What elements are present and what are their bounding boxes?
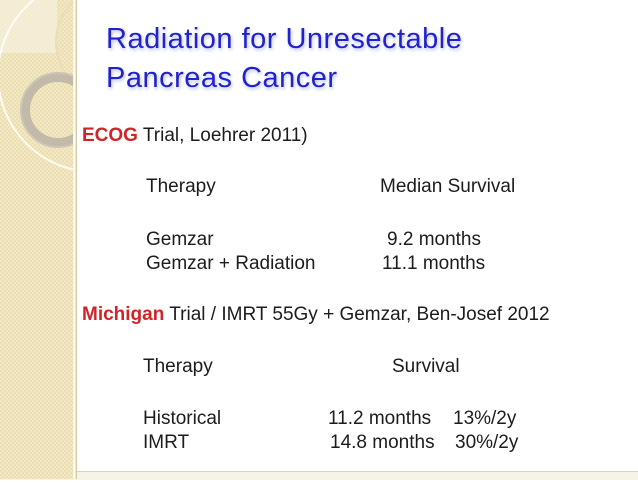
- ecog-heading-emphasis: ECOG: [82, 125, 138, 146]
- slide-title: Radiation for Unresectable Pancreas Canc…: [106, 20, 462, 98]
- ecog-heading-row: ECOG Trial, Loehrer 2011): [0, 124, 638, 148]
- michigan-heading-row: Michigan Trial / IMRT 55Gy + Gemzar, Ben…: [0, 303, 638, 327]
- michigan-row2-rate: 30%/2y: [455, 432, 519, 453]
- table-row: Gemzar + Radiation 11.1 months: [0, 252, 638, 276]
- table-row: IMRT 14.8 months 30%/2y: [0, 431, 638, 455]
- title-line-1: Radiation for Unresectable: [106, 23, 463, 55]
- ecog-row1-therapy: Gemzar: [146, 229, 214, 250]
- sidebar-decoration: [0, 0, 77, 479]
- ecog-row1-survival: 9.2 months: [387, 229, 481, 250]
- sidebar-top-panel: [0, 0, 57, 53]
- table-row: Historical 11.2 months 13%/2y: [0, 407, 638, 431]
- michigan-column-header-row: Therapy Survival: [0, 355, 638, 379]
- sidebar-circles-art: [0, 0, 77, 479]
- michigan-col-therapy: Therapy: [143, 356, 213, 377]
- bottom-accent-strip: [0, 471, 638, 480]
- ecog-column-header-row: Therapy Median Survival: [0, 175, 638, 199]
- sidebar-edge-highlight: [73, 0, 77, 479]
- ecog-heading-rest: Trial, Loehrer 2011): [137, 125, 308, 146]
- ecog-row2-survival: 11.1 months: [382, 253, 486, 274]
- title-line-2: Pancreas Cancer: [106, 62, 338, 94]
- ring-decoration: [20, 72, 77, 148]
- sidebar-band: [0, 0, 73, 479]
- michigan-row1-rate: 13%/2y: [453, 408, 517, 429]
- michigan-col-survival: Survival: [392, 356, 460, 377]
- michigan-row1-therapy: Historical: [143, 408, 222, 429]
- michigan-row2-therapy: IMRT: [143, 432, 190, 453]
- michigan-heading-rest: Trial / IMRT 55Gy + Gemzar, Ben-Josef 20…: [164, 304, 550, 325]
- ecog-col-therapy: Therapy: [146, 176, 216, 197]
- thin-circle-decoration: [55, 0, 77, 87]
- ring-outline-decoration: [20, 72, 77, 148]
- michigan-heading: Michigan Trial / IMRT 55Gy + Gemzar, Ben…: [82, 303, 550, 327]
- michigan-row1-months: 11.2 months: [328, 408, 432, 429]
- michigan-row2-months: 14.8 months: [330, 432, 435, 453]
- table-row: Gemzar 9.2 months: [0, 228, 638, 252]
- michigan-heading-emphasis: Michigan: [82, 304, 165, 325]
- ecog-heading: ECOG Trial, Loehrer 2011): [82, 124, 308, 148]
- ecog-col-survival: Median Survival: [380, 176, 516, 197]
- ecog-row2-therapy: Gemzar + Radiation: [146, 253, 316, 274]
